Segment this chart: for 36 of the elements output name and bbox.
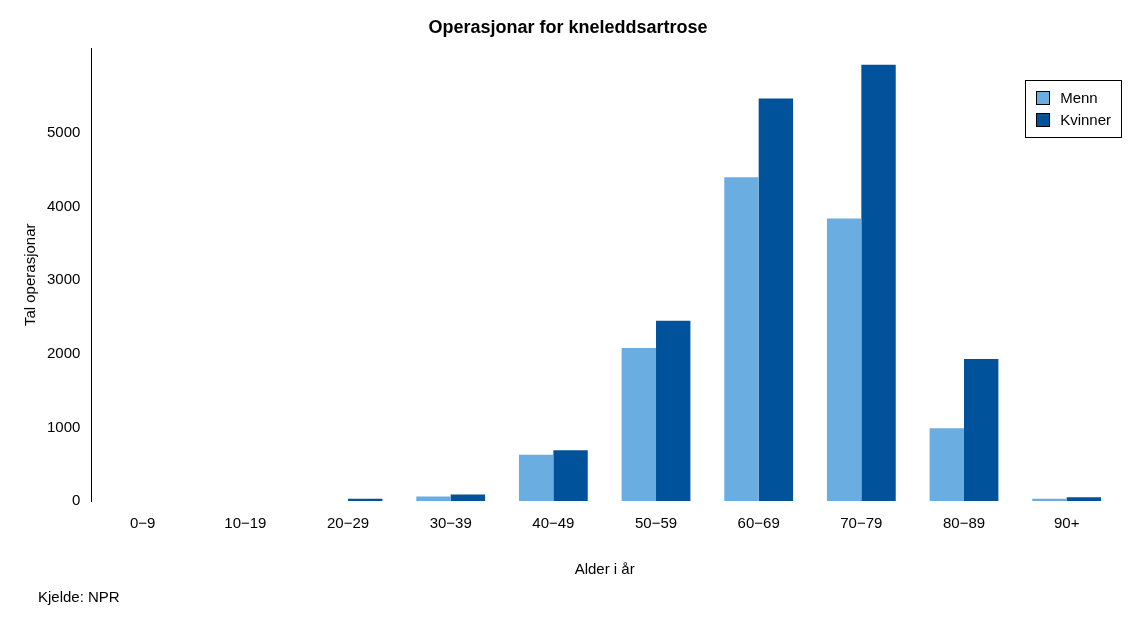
x-tick-label: 80−89 [942,514,986,532]
bar [724,177,759,501]
bar [553,450,588,501]
bar [1066,497,1102,501]
x-tick-label: 0−9 [129,514,156,532]
y-tick-label: 1000 [46,417,81,435]
x-tick-label: 10−19 [224,514,267,532]
x-tick-label: 70−79 [840,514,883,532]
y-tick-label: 0 [72,491,81,509]
bar [416,496,451,501]
x-tick-label: 40−49 [532,514,575,532]
bar [621,347,657,501]
bar [518,454,554,501]
bar [758,98,794,501]
x-tick-label: 50−59 [634,514,678,532]
bar [929,428,965,501]
bar [964,359,999,501]
x-axis-title: Alder i år [574,560,635,578]
bar [826,218,862,501]
bar [450,494,486,501]
y-tick-label: 2000 [46,344,81,362]
legend-label: Menn [1060,88,1098,108]
x-tick-label: 60−69 [737,514,780,532]
text: Kjelde: NPR [38,588,121,605]
y-axis-title: Tal operasjonar [21,223,39,327]
x-tick-label: 20−29 [326,514,370,532]
y-tick-label: 3000 [46,270,81,288]
bar [656,320,691,501]
bar [1032,498,1067,501]
x-tick-label: 90+ [1053,514,1080,532]
y-tick-label: 5000 [46,123,81,141]
x-tick-label: 30−39 [429,514,472,532]
chart-title: Operasjonar for kneleddsartrose [428,16,708,37]
bar [861,64,896,501]
y-tick-label: 4000 [46,196,81,214]
legend-label: Kvinner [1060,110,1111,130]
